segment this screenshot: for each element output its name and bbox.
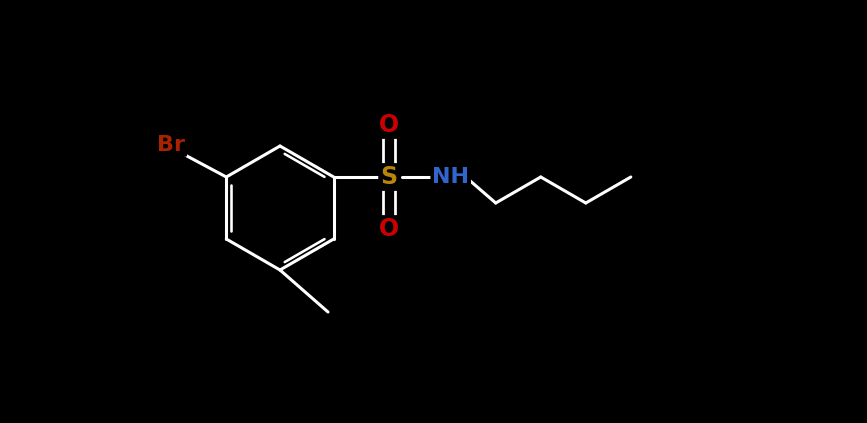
Text: NH: NH [432,167,469,187]
Text: O: O [379,113,399,137]
Text: O: O [379,217,399,241]
Text: Br: Br [157,135,186,155]
Text: S: S [380,165,397,189]
